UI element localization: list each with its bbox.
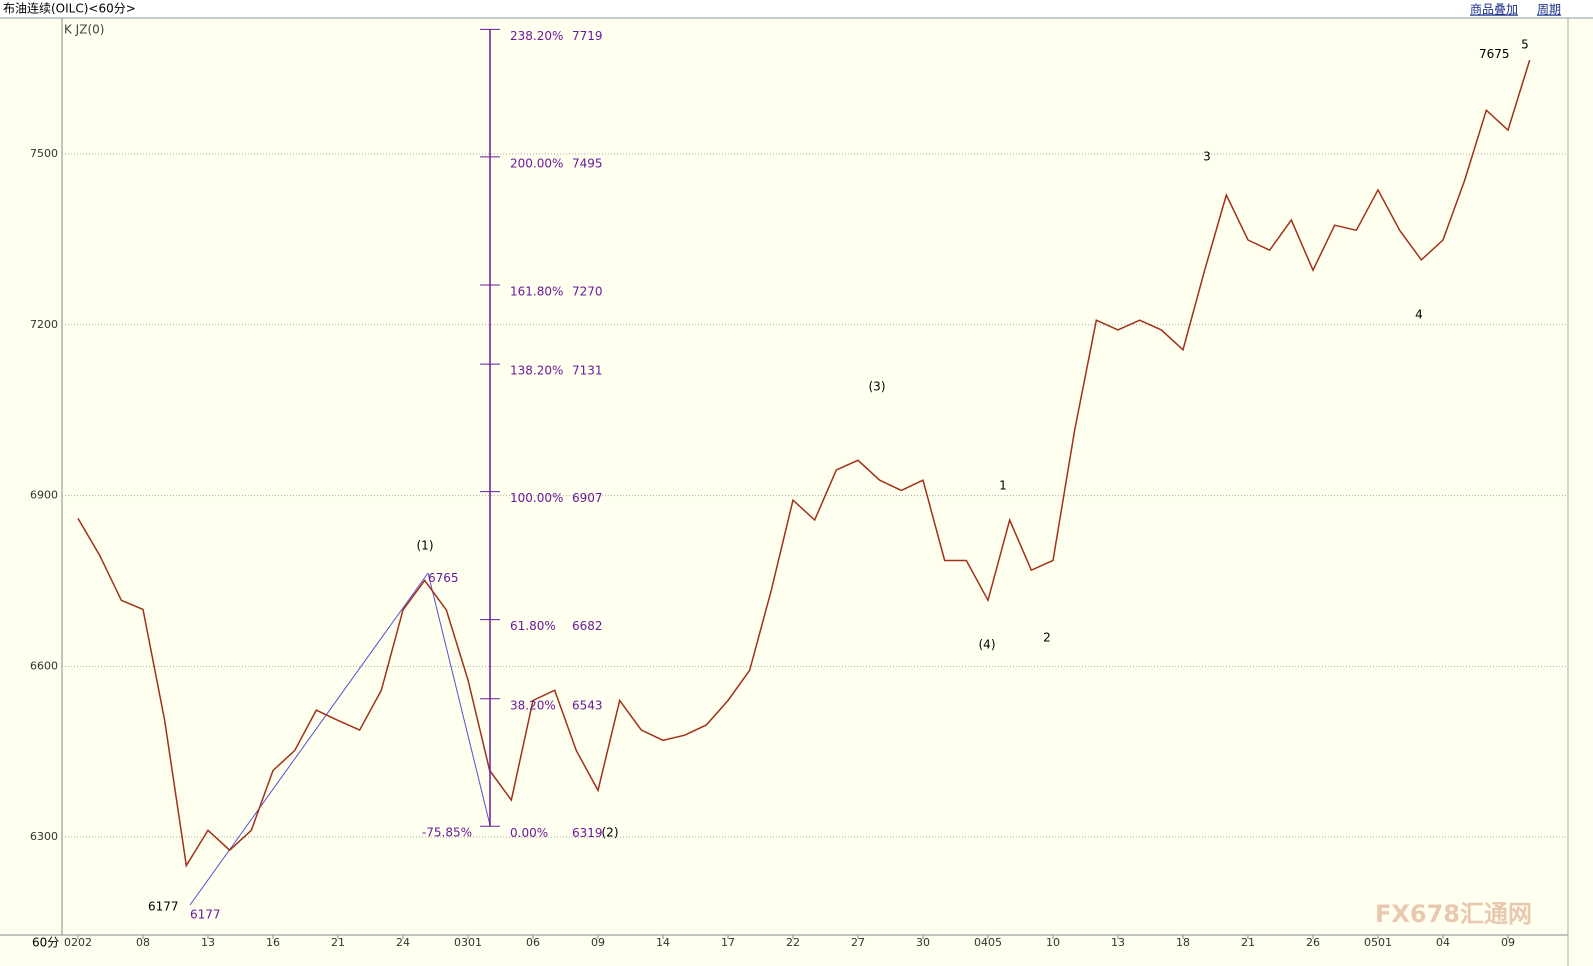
fib-price: 6907: [572, 491, 603, 505]
fib-pct: 138.20%: [510, 364, 563, 378]
fib-pct: 238.20%: [510, 29, 563, 43]
y-tick-label: 7200: [30, 318, 58, 331]
period-label: 60分: [32, 936, 59, 950]
x-tick-label: 30: [916, 936, 930, 949]
fib-pct: 38.20%: [510, 698, 556, 712]
fib-price: 7495: [572, 156, 603, 170]
chart-title: 布油连续(OILC)<60分>: [3, 1, 136, 16]
fib-price: 6543: [572, 698, 603, 712]
wave-label: 2: [1043, 631, 1051, 645]
x-tick-label: 08: [136, 936, 150, 949]
wave-label: (2): [602, 826, 619, 840]
fib-price: 7270: [572, 284, 603, 298]
fib-pct: 0.00%: [510, 826, 548, 840]
x-tick-label: 0301: [454, 936, 482, 949]
x-tick-label: 0501: [1364, 936, 1392, 949]
period-button[interactable]: 周期: [1537, 3, 1561, 17]
x-tick-label: 0405: [974, 936, 1002, 949]
wave-label: 4: [1415, 308, 1423, 322]
wave-label: 1: [999, 479, 1007, 493]
x-tick-label: 09: [1501, 936, 1515, 949]
wave-label: (4): [979, 638, 996, 652]
watermark: FX678汇通网: [1375, 900, 1532, 928]
x-tick-label: 06: [526, 936, 540, 949]
x-tick-label: 0202: [64, 936, 92, 949]
y-tick-label: 6900: [30, 489, 58, 502]
wave-label: 3: [1203, 150, 1211, 164]
wave-label: -75.85%: [422, 826, 472, 840]
x-tick-label: 26: [1306, 936, 1320, 949]
x-tick-label: 09: [591, 936, 605, 949]
x-tick-label: 16: [266, 936, 280, 949]
x-tick-label: 21: [331, 936, 345, 949]
x-tick-label: 22: [786, 936, 800, 949]
price-label: 6177: [190, 908, 221, 922]
wave-label: (3): [869, 380, 886, 394]
fib-pct: 200.00%: [510, 156, 563, 170]
fib-pct: 100.00%: [510, 491, 563, 505]
x-tick-label: 17: [721, 936, 735, 949]
wave-label: (1): [417, 539, 434, 553]
x-tick-label: 10: [1046, 936, 1060, 949]
x-tick-label: 04: [1436, 936, 1450, 949]
x-tick-label: 27: [851, 936, 865, 949]
price-line: [77, 59, 1531, 868]
x-tick-label: 24: [396, 936, 410, 949]
x-tick-label: 13: [201, 936, 215, 949]
overlay-button[interactable]: 商品叠加: [1470, 2, 1518, 17]
header-bar: [0, 0, 1593, 18]
fib-price: 6319: [572, 826, 603, 840]
indicator-label: K JZ(0): [64, 23, 104, 37]
x-tick-label: 18: [1176, 936, 1190, 949]
x-tick-label: 13: [1111, 936, 1125, 949]
fib-price: 7131: [572, 364, 603, 378]
x-tick-label: 14: [656, 936, 670, 949]
wave-label: 5: [1521, 38, 1529, 52]
y-tick-label: 6300: [30, 830, 58, 843]
price-label: 7675: [1479, 47, 1510, 61]
price-label: 6177: [148, 900, 179, 914]
price-label: 6765: [428, 571, 459, 585]
trend-line: [427, 572, 491, 826]
x-tick-label: 21: [1241, 936, 1255, 949]
y-tick-label: 6600: [30, 659, 58, 672]
fib-pct: 161.80%: [510, 284, 563, 298]
fib-price: 6682: [572, 619, 603, 633]
fib-price: 7719: [572, 29, 603, 43]
fib-pct: 61.80%: [510, 619, 556, 633]
y-tick-label: 7500: [30, 147, 58, 160]
